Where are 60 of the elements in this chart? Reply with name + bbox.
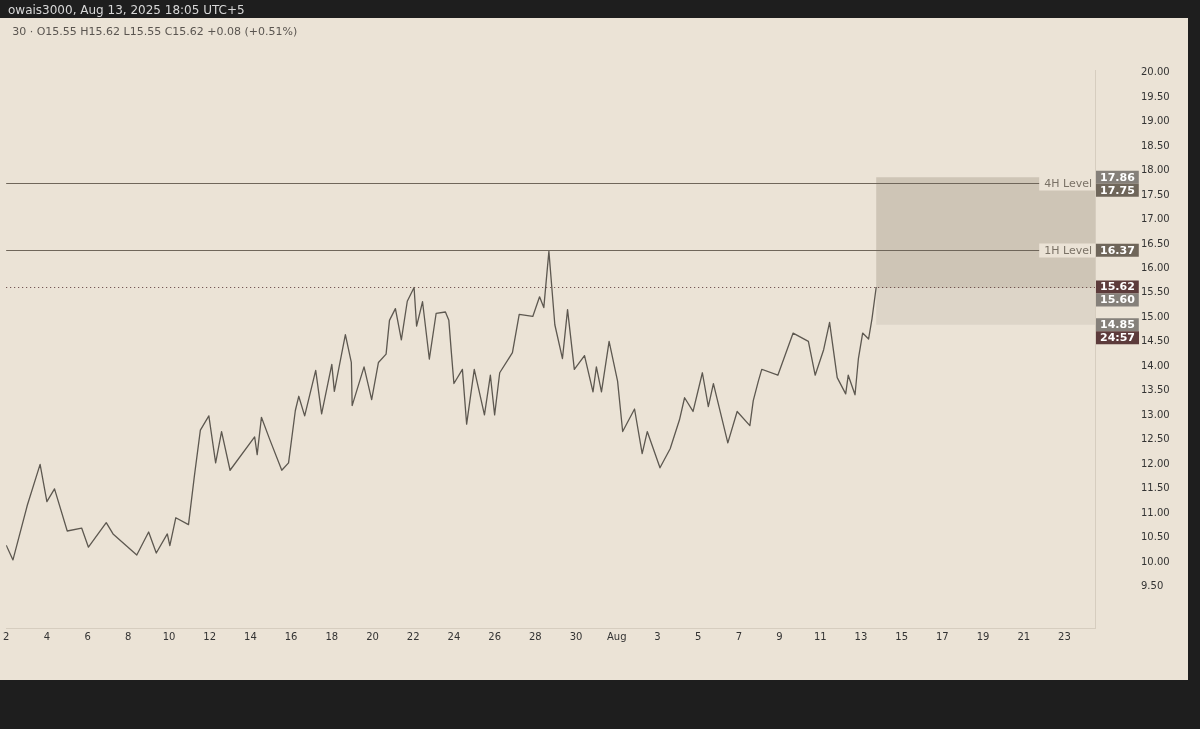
x-tick-label: 18 xyxy=(325,630,339,642)
annotation: 16.37 xyxy=(1100,243,1135,257)
y-tick-label: 17.50 xyxy=(1141,188,1170,200)
text: owais3000, Aug 13, 2025 18:05 UTC+5 xyxy=(8,2,245,18)
x-tick-label: 28 xyxy=(528,630,542,642)
x-tick-label: 7 xyxy=(735,630,743,642)
y-tick-label: 19.50 xyxy=(1141,90,1170,102)
x-tick-label: 30 xyxy=(569,630,583,642)
x-tick-label: 17 xyxy=(935,630,949,642)
annotation: 17.75 xyxy=(1100,183,1135,197)
x-tick-label: 20 xyxy=(366,630,379,642)
x-tick-label: 12 xyxy=(203,630,217,642)
y-tick-label: 11.50 xyxy=(1141,482,1170,494)
x-tick-label: 22 xyxy=(406,630,420,642)
y-tick-label: 9.50 xyxy=(1141,580,1164,592)
ref-line-label: 4H Level xyxy=(1044,176,1092,190)
annotation: 15.62 xyxy=(1100,280,1135,294)
x-tick-label: 13 xyxy=(854,630,868,642)
x-tick-label: 14 xyxy=(244,630,257,642)
x-tick-label: 24 xyxy=(447,630,461,642)
y-tick-label: 20.00 xyxy=(1141,66,1170,78)
y-tick-label: 13.50 xyxy=(1141,384,1170,396)
annotation: 17.86 xyxy=(1100,170,1136,184)
x-tick-label: 23 xyxy=(1058,630,1071,642)
text: 24:57 xyxy=(1100,331,1136,345)
y-tick-label: 13.00 xyxy=(1141,408,1170,420)
x-tick-label: Aug xyxy=(606,630,627,642)
x-tick-label: 9 xyxy=(776,630,783,642)
x-tick-label: 8 xyxy=(125,630,132,642)
ref-line-label: 1H Level xyxy=(1044,243,1092,257)
x-tick-label: 2 xyxy=(2,630,10,642)
y-tick-label: 15.00 xyxy=(1141,310,1170,322)
y-tick-label: 12.00 xyxy=(1141,457,1170,469)
y-tick-label: 16.00 xyxy=(1141,262,1170,273)
x-tick-label: 10 xyxy=(162,630,176,642)
chart-title: 30 · O15.55 H15.62 L15.55 C15.62 +0.08 (+0.51%) xyxy=(12,24,298,38)
x-tick-label: 4 xyxy=(43,630,51,642)
y-tick-label: 18.50 xyxy=(1141,139,1170,151)
y-tick-label: 12.50 xyxy=(1141,433,1170,445)
y-tick-label: 14.00 xyxy=(1141,359,1170,371)
annotation: 15.60 xyxy=(1100,293,1136,307)
x-tick-label: 19 xyxy=(976,630,990,642)
y-tick-label: 17.00 xyxy=(1141,213,1170,225)
x-tick-label: 5 xyxy=(694,630,702,642)
x-tick-label: 16 xyxy=(284,630,298,642)
y-tick-label: 10.00 xyxy=(1141,555,1170,567)
x-tick-label: 15 xyxy=(895,630,909,642)
y-tick-label: 19.00 xyxy=(1141,115,1170,127)
x-tick-label: 6 xyxy=(84,630,91,642)
y-tick-label: 15.50 xyxy=(1141,286,1170,298)
x-tick-label: 21 xyxy=(1017,630,1031,642)
y-tick-label: 14.50 xyxy=(1141,335,1170,347)
x-tick-label: 3 xyxy=(654,630,661,642)
y-tick-label: 11.00 xyxy=(1141,506,1170,518)
annotation: 14.85 xyxy=(1100,318,1135,332)
x-tick-label: 11 xyxy=(813,630,827,642)
y-tick-label: 10.50 xyxy=(1141,531,1170,543)
y-tick-label: 18.00 xyxy=(1141,164,1170,176)
x-tick-label: 26 xyxy=(488,630,501,642)
y-tick-label: 16.50 xyxy=(1141,237,1170,249)
